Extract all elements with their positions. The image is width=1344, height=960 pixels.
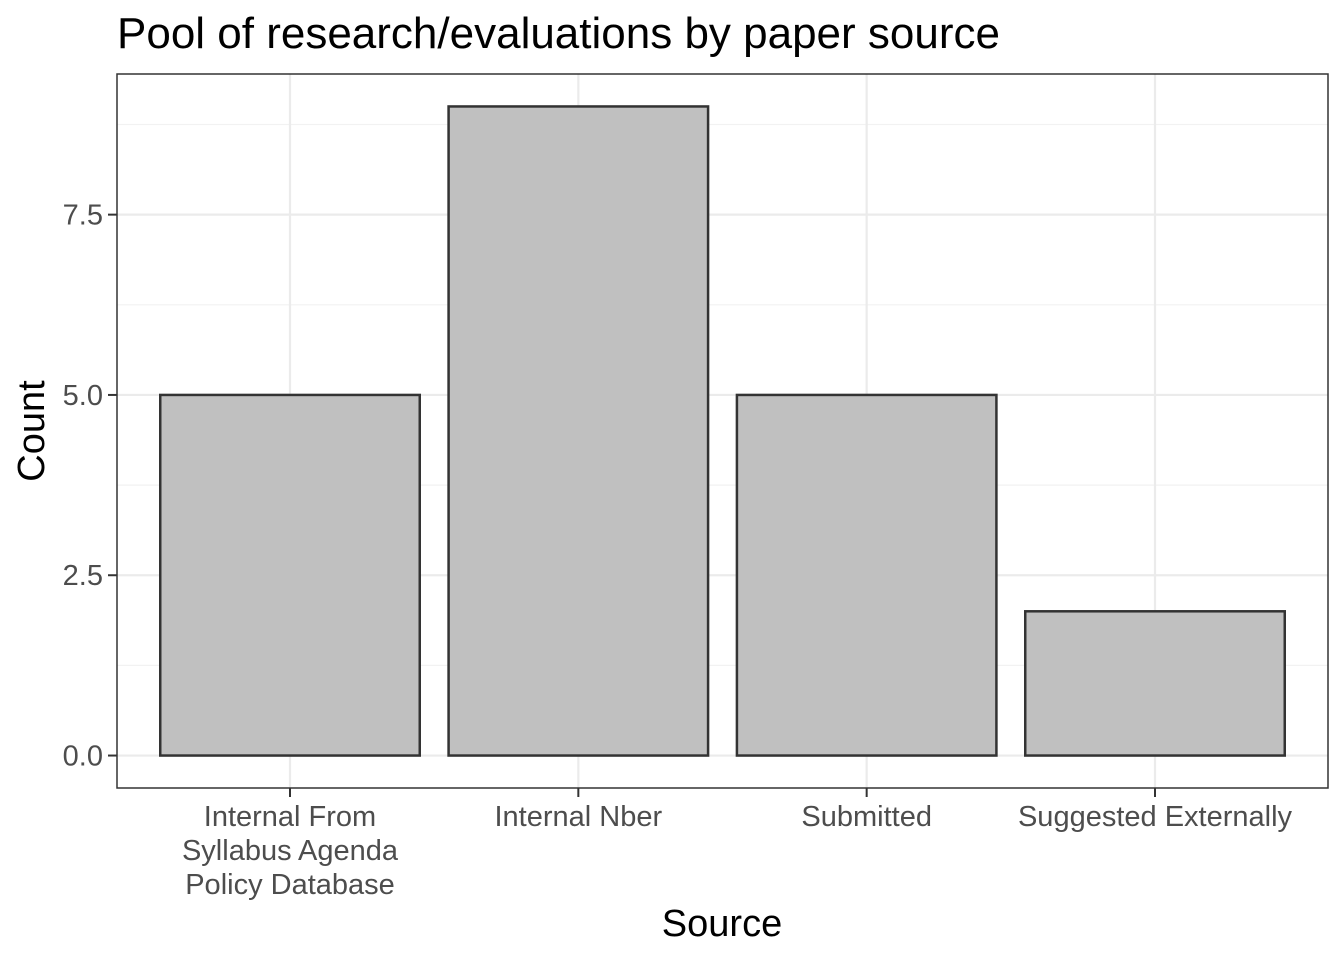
x-tick-label-line: Syllabus Agenda <box>182 835 399 867</box>
y-tick-label: 0.0 <box>63 741 103 773</box>
panel-border <box>116 73 1329 789</box>
x-tick-label: Suggested Externally <box>1018 801 1293 833</box>
bar <box>735 393 998 757</box>
y-tick-label: 5.0 <box>63 380 103 412</box>
x-tick-label-line: Submitted <box>801 801 932 833</box>
x-tick-label-line: Internal From <box>204 801 376 833</box>
chart-title: Pool of research/evaluations by paper so… <box>117 9 1000 58</box>
y-axis: 0.0 2.5 5.0 7.5 <box>63 200 117 773</box>
y-tick-label: 7.5 <box>63 200 103 232</box>
x-tick-label: Submitted <box>801 801 932 833</box>
bar <box>447 105 710 757</box>
bar <box>159 393 421 757</box>
x-tick-label-line: Internal Nber <box>495 801 663 833</box>
y-axis-title: Count <box>11 380 53 482</box>
x-tick-label-line: Suggested Externally <box>1018 801 1293 833</box>
y-tick-label: 2.5 <box>63 560 103 592</box>
x-axis: Internal From Syllabus Agenda Policy Datab… <box>182 788 1293 901</box>
x-tick-label: Internal From Syllabus Agenda Policy Datab… <box>182 801 399 901</box>
bars <box>159 105 1286 757</box>
bar <box>1024 610 1286 757</box>
x-tick-label: Internal Nber <box>495 801 663 833</box>
x-tick-label-line: Policy Database <box>185 869 395 901</box>
x-axis-title: Source <box>662 903 782 945</box>
